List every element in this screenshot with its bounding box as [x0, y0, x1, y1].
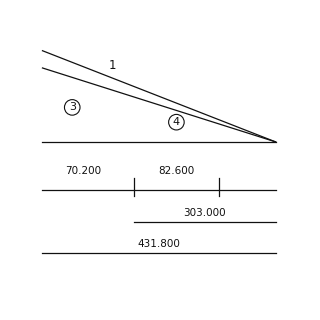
Text: 70.200: 70.200	[66, 166, 101, 176]
Text: 82.600: 82.600	[158, 166, 195, 176]
Text: 303.000: 303.000	[184, 208, 226, 218]
Text: 3: 3	[69, 102, 76, 112]
Text: 431.800: 431.800	[138, 239, 180, 249]
Text: 1: 1	[109, 59, 116, 72]
Text: 4: 4	[173, 117, 180, 127]
